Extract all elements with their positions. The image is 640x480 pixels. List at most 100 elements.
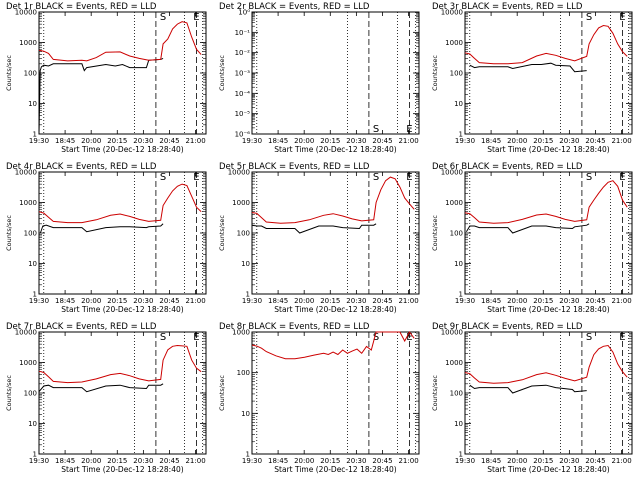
x-tick-label: 20:30 xyxy=(346,457,366,465)
x-tick-label: 18:45 xyxy=(55,457,75,465)
x-axis-label: Start Time (20-Dec-12 18:28:40) xyxy=(274,465,396,474)
y-tick-label: 1000 xyxy=(232,199,250,207)
x-tick-label: 20:00 xyxy=(81,457,101,465)
y-axis-label: Counts/sec xyxy=(5,55,13,91)
y-tick-label: 1000 xyxy=(19,199,37,207)
y-tick-label: 10 xyxy=(454,260,463,268)
y-tick-label: 10 xyxy=(454,420,463,428)
x-axis-label: Start Time (20-Dec-12 18:28:40) xyxy=(274,145,396,154)
x-tick-label: 20:15 xyxy=(320,297,340,305)
marker-s: S xyxy=(586,12,592,23)
x-tick-label: 18:45 xyxy=(481,457,501,465)
x-tick-label: 18:45 xyxy=(481,137,501,145)
series-events xyxy=(251,223,377,234)
marker-s: S xyxy=(373,124,379,135)
marker-e: E xyxy=(193,172,199,183)
chart-title: Det 1r BLACK = Events, RED = LLD xyxy=(6,2,157,12)
x-tick-label: 20:00 xyxy=(507,457,527,465)
x-axis-label: Start Time (20-Dec-12 18:28:40) xyxy=(487,465,609,474)
y-axis-label: Counts/sec xyxy=(218,55,226,91)
series-lld xyxy=(251,331,415,360)
panel-det-5: Det 5r BLACK = Events, RED = LLD 19:30 18:… xyxy=(218,162,420,314)
x-tick-label: 20:30 xyxy=(346,137,366,145)
x-tick-label: 18:45 xyxy=(268,297,288,305)
x-tick-label: 18:45 xyxy=(481,297,501,305)
x-tick-label: 18:45 xyxy=(55,297,75,305)
y-tick-label: 100 xyxy=(24,70,37,78)
y-tick-label: 10⁻² xyxy=(235,49,251,57)
chart-title: Det 2r BLACK = Events, RED = LLD xyxy=(219,2,370,12)
chart-title: Det 7r BLACK = Events, RED = LLD xyxy=(6,322,157,332)
y-tick-label: 100 xyxy=(237,230,250,238)
x-tick-label: 20:45 xyxy=(159,457,179,465)
y-tick-label: 10⁻⁶ xyxy=(235,131,251,139)
x-tick-label: 20:45 xyxy=(585,297,605,305)
marker-s: S xyxy=(586,332,592,343)
x-axis-label: Start Time (20-Dec-12 18:28:40) xyxy=(61,305,183,314)
x-tick-label: 20:15 xyxy=(533,137,553,145)
chart-title: Det 5r BLACK = Events, RED = LLD xyxy=(219,162,370,172)
x-tick-label: 20:00 xyxy=(81,137,101,145)
marker-e: E xyxy=(619,332,625,343)
x-tick-label: 19:30 xyxy=(29,137,49,145)
marker-e: E xyxy=(406,172,412,183)
y-axis-label: Counts/sec xyxy=(5,215,13,251)
y-tick-label: 100 xyxy=(450,230,463,238)
chart-title: Det 3r BLACK = Events, RED = LLD xyxy=(432,2,583,12)
x-tick-label: 20:00 xyxy=(294,297,314,305)
x-tick-label: 21:00 xyxy=(611,137,631,145)
x-tick-label: 21:00 xyxy=(398,297,418,305)
x-tick-label: 20:30 xyxy=(559,457,579,465)
y-axis-label: Counts/sec xyxy=(5,375,13,411)
y-tick-label: 100 xyxy=(450,70,463,78)
marker-e: E xyxy=(406,124,412,135)
plot-frame xyxy=(251,331,420,455)
y-tick-label: 1 xyxy=(33,291,37,299)
x-axis-label: Start Time (20-Dec-12 18:28:40) xyxy=(487,305,609,314)
series-events xyxy=(465,223,590,234)
series-lld xyxy=(38,344,202,384)
x-tick-label: 19:30 xyxy=(455,457,475,465)
x-tick-label: 20:15 xyxy=(320,457,340,465)
marker-s: S xyxy=(373,172,379,183)
x-axis-label: Start Time (20-Dec-12 18:28:40) xyxy=(487,145,609,154)
y-axis-label: Counts/sec xyxy=(218,375,226,411)
x-tick-label: 19:30 xyxy=(29,457,49,465)
chart-title: Det 8r BLACK = Events, RED = LLD xyxy=(219,322,370,332)
marker-e: E xyxy=(406,332,412,343)
series-events xyxy=(38,383,164,393)
series-lld xyxy=(464,344,628,384)
y-tick-label: 100 xyxy=(24,390,37,398)
x-tick-label: 20:45 xyxy=(372,457,392,465)
marker-e: E xyxy=(619,12,625,23)
panel-det-9: Det 9r BLACK = Events, RED = LLD 19:30 18:… xyxy=(431,322,633,474)
panel-det-7: Det 7r BLACK = Events, RED = LLD 19:30 18:… xyxy=(5,322,207,474)
y-axis-label: Counts/sec xyxy=(431,215,439,251)
plot-frame xyxy=(38,331,207,455)
chart-title: Det 6r BLACK = Events, RED = LLD xyxy=(432,162,583,172)
y-tick-label: 10 xyxy=(28,260,37,268)
x-tick-label: 20:00 xyxy=(81,297,101,305)
y-tick-label: 10⁻⁴ xyxy=(235,90,251,98)
x-tick-label: 20:15 xyxy=(533,297,553,305)
x-axis-label: Start Time (20-Dec-12 18:28:40) xyxy=(61,145,183,154)
y-tick-label: 10000 xyxy=(15,9,37,17)
y-tick-label: 10⁻⁵ xyxy=(235,110,251,118)
marker-e: E xyxy=(193,332,199,343)
marker-s: S xyxy=(160,172,166,183)
x-tick-label: 21:00 xyxy=(398,457,418,465)
marker-s: S xyxy=(160,12,166,23)
series-events xyxy=(38,57,164,135)
y-tick-label: 1000 xyxy=(19,39,37,47)
y-tick-label: 1000 xyxy=(19,359,37,367)
x-tick-label: 20:00 xyxy=(294,457,314,465)
x-tick-label: 19:30 xyxy=(455,137,475,145)
plot-frame xyxy=(464,331,633,455)
marker-e: E xyxy=(193,12,199,23)
y-tick-label: 1 xyxy=(246,451,250,459)
y-tick-label: 10 xyxy=(454,100,463,108)
x-tick-label: 21:00 xyxy=(185,297,205,305)
y-tick-label: 100 xyxy=(24,230,37,238)
x-tick-label: 20:15 xyxy=(107,297,127,305)
x-tick-label: 18:45 xyxy=(55,137,75,145)
